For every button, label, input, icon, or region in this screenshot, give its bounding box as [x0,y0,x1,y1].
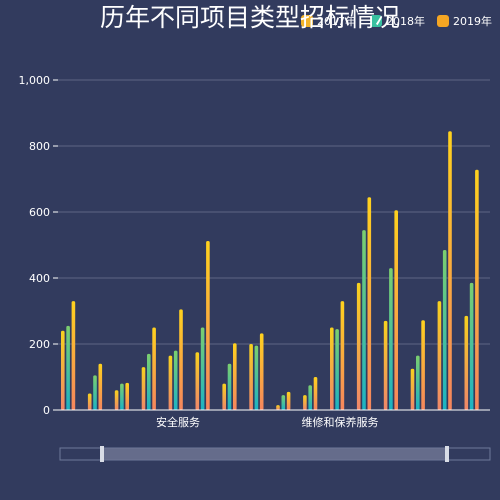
bar-2018年-11[interactable] [362,230,366,410]
data-zoom-slider[interactable] [59,446,491,462]
y-axis: 0 200 400 600 800 1,000 [19,74,58,417]
legend-label-2017: 2017年 [317,14,356,28]
y-tick-label: 200 [29,338,50,351]
bar-2019年-0[interactable] [71,301,76,410]
bar-2017年-2[interactable] [114,390,119,410]
bar-2018年-3[interactable] [147,353,151,410]
bar-2017年-13[interactable] [410,368,415,411]
bar-2017年-7[interactable] [249,344,253,410]
bar-2018年-8[interactable] [281,395,286,410]
bar-2019年-4[interactable] [179,309,183,410]
slider-handle-right[interactable] [445,446,449,462]
bar-2017年-9[interactable] [303,395,307,410]
bar-series [61,131,479,411]
chart-title: 历年不同项目类型招标情况 [100,3,400,32]
legend-item-2019[interactable]: 2019年 [437,14,492,28]
bar-2019年-15[interactable] [475,169,479,410]
bar-2019年-10[interactable] [340,301,345,410]
category-label-safety: 安全服务 [156,415,200,429]
bar-2018年-14[interactable] [442,250,447,410]
bar-2017年-1[interactable] [87,393,92,411]
bar-2018年-2[interactable] [120,383,124,410]
bar-2017年-10[interactable] [330,327,334,411]
bar-2018年-0[interactable] [66,325,70,410]
bar-2017年-3[interactable] [141,367,146,410]
bar-2019年-14[interactable] [448,131,452,410]
bar-2017年-6[interactable] [222,383,226,410]
bar-2019年-5[interactable] [206,241,210,410]
y-tick-label: 400 [29,272,50,285]
bar-2019年-6[interactable] [233,343,237,410]
bar-2019年-3[interactable] [152,327,156,411]
y-tick-label: 800 [29,140,50,153]
y-tick-label: 0 [43,404,50,417]
bar-2018年-10[interactable] [335,329,339,410]
legend-item-2018[interactable]: 2018年 [370,14,425,28]
slider-handle-left[interactable] [100,446,104,462]
slider-selected-range[interactable] [102,448,448,460]
bar-2018年-5[interactable] [200,327,205,411]
bar-2017年-0[interactable] [61,330,65,410]
bar-2018年-4[interactable] [173,350,178,410]
bar-2017年-4[interactable] [168,355,173,410]
bar-2019年-9[interactable] [313,377,318,410]
bar-2018年-12[interactable] [389,268,393,410]
legend-swatch-2018 [370,15,382,27]
legend-swatch-2017 [301,15,313,27]
bar-2018年-7[interactable] [254,345,259,410]
bar-2017年-8[interactable] [276,405,280,410]
bar-2017年-15[interactable] [464,315,469,410]
bar-2019年-11[interactable] [367,197,372,410]
grid-lines [58,79,490,345]
y-tick-label: 1,000 [19,74,51,87]
bar-2018年-15[interactable] [469,282,474,410]
y-tick-label: 600 [29,206,50,219]
bar-2017年-14[interactable] [437,301,442,410]
x-axis: 安全服务 维修和保养服务 [58,409,490,429]
legend: 2017年 2018年 2019年 [301,14,492,28]
bar-2019年-12[interactable] [394,210,398,410]
bar-2017年-5[interactable] [195,352,200,411]
bar-2018年-1[interactable] [93,375,97,410]
bar-2018年-6[interactable] [227,363,232,410]
legend-item-2017[interactable]: 2017年 [301,14,356,28]
bar-2018年-13[interactable] [416,355,420,410]
bar-2019年-7[interactable] [259,333,264,410]
legend-swatch-2019 [437,15,449,27]
legend-label-2019: 2019年 [453,14,492,28]
legend-label-2018: 2018年 [386,14,425,28]
bar-2019年-1[interactable] [98,363,103,410]
category-label-maintenance: 维修和保养服务 [302,415,379,429]
bar-2019年-2[interactable] [125,382,129,410]
bar-2018年-9[interactable] [308,385,312,411]
bar-2019年-13[interactable] [421,320,425,410]
bar-2017年-11[interactable] [356,282,361,410]
bar-2019年-8[interactable] [286,391,291,410]
bar-2017年-12[interactable] [383,320,388,410]
